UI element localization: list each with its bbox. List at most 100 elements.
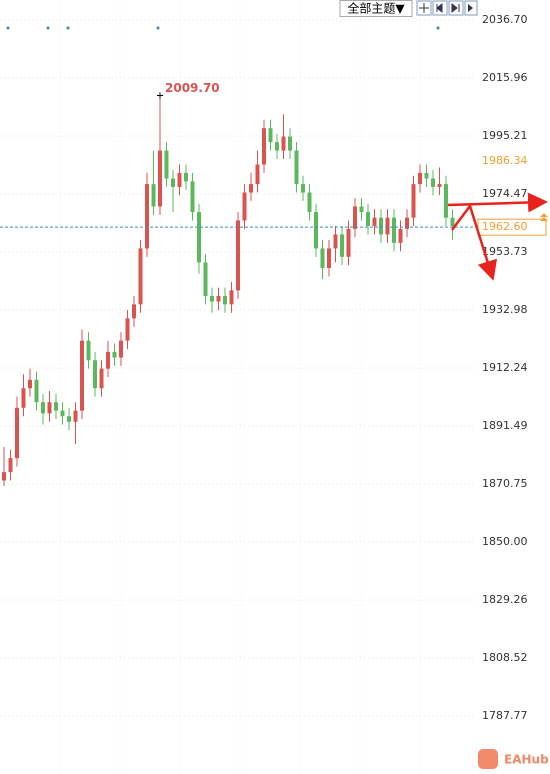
candle-body: [418, 172, 422, 185]
candle-body: [366, 212, 370, 227]
candle-body: [67, 416, 71, 422]
candle-body: [398, 228, 403, 243]
candle-body: [242, 192, 247, 221]
candle-body: [2, 472, 6, 481]
drawn-arrows: [447, 192, 548, 281]
candle-body: [73, 410, 78, 422]
candle-body: [216, 295, 221, 302]
candle-body: [125, 318, 130, 341]
candle-body: [411, 184, 416, 218]
icon-glyph: [451, 2, 460, 14]
candle-body: [184, 172, 188, 182]
y-tick-label: 1891.49: [482, 419, 528, 432]
candle-body: [236, 220, 240, 291]
candle-body: [47, 402, 52, 414]
candle-body: [41, 402, 45, 414]
candle-body: [320, 248, 325, 269]
candle-body: [424, 172, 429, 179]
icon-glyph: [419, 3, 429, 13]
candle-body: [190, 181, 195, 213]
event-dots: [6, 26, 440, 30]
candle-body: [15, 407, 19, 459]
candle-body: [281, 136, 286, 151]
candle-body: [229, 290, 234, 305]
candle-body: [346, 228, 351, 257]
candle-body: [177, 172, 182, 187]
candle-body: [86, 340, 91, 361]
y-tick-label: 1995.21: [482, 129, 528, 142]
y-tick-label: 1829.26: [482, 593, 528, 606]
candle-body: [60, 410, 65, 417]
candle-body: [28, 379, 32, 389]
candle-body: [93, 360, 97, 389]
candle-body: [119, 340, 123, 358]
candle-body: [327, 248, 331, 269]
candle-body: [307, 192, 312, 213]
candle-body: [262, 128, 266, 165]
candle-body: [158, 150, 162, 207]
candle-body: [431, 178, 435, 187]
annotation-marker: [157, 92, 163, 99]
price-label: 1986.34: [482, 154, 528, 167]
candle-body: [359, 206, 364, 213]
price-box: [477, 218, 547, 236]
watermark-text: EAHub: [504, 753, 549, 767]
y-tick-label: 2036.70: [482, 13, 528, 26]
icon-glyph: [436, 2, 443, 14]
candle-body: [138, 248, 143, 305]
candle-body: [223, 295, 227, 305]
y-tick-label: 1974.47: [482, 187, 528, 200]
y-tick-label: 1932.98: [482, 303, 528, 316]
candle-body: [314, 212, 318, 249]
candle-body: [379, 217, 383, 235]
candle-body: [151, 184, 156, 207]
y-tick-label: 1787.77: [482, 709, 528, 722]
candle-body: [21, 388, 26, 408]
candle-body: [99, 368, 104, 389]
candle-body: [8, 458, 13, 473]
candle-body: [405, 217, 409, 229]
candle-body: [80, 340, 84, 411]
candle-body: [275, 142, 279, 151]
candle-body: [164, 150, 169, 179]
candle-body: [197, 212, 201, 263]
candle-body: [437, 184, 442, 187]
annotation-label: 2009.70: [165, 81, 220, 95]
price-label: 1962.60: [482, 220, 528, 233]
candle-body: [392, 217, 396, 243]
candle-body: [132, 304, 136, 319]
y-tick-label: 1870.75: [482, 477, 528, 490]
candle-body: [145, 184, 149, 249]
icon-glyph: [468, 4, 473, 12]
candle-body: [203, 262, 208, 296]
candle-body: [106, 351, 110, 369]
theme-button[interactable]: [339, 0, 413, 17]
candle-body: [249, 184, 253, 193]
y-tick-label: 1808.52: [482, 651, 528, 664]
y-tick-label: 2015.96: [482, 71, 528, 84]
candle-body: [268, 128, 273, 143]
candle-body: [385, 217, 390, 235]
candle-body: [294, 150, 299, 185]
candle-body: [450, 217, 455, 227]
candle-body: [34, 379, 39, 403]
vertical-grid: [59, 0, 421, 774]
y-tick-label: 1912.24: [482, 361, 528, 374]
candle-body: [372, 217, 377, 227]
watermark: EAHub: [478, 749, 549, 769]
candle-body: [112, 351, 117, 358]
candle-body: [340, 234, 344, 257]
candle-body: [333, 234, 338, 249]
y-tick-label: 1953.73: [482, 245, 528, 258]
price-pointer: [540, 213, 548, 222]
candle-body: [210, 295, 214, 302]
candle-body: [288, 136, 292, 151]
candle-body: [255, 164, 260, 185]
candle-body: [171, 178, 175, 187]
toolbar: 全部主题▼: [339, 0, 478, 17]
candle-body: [353, 206, 357, 229]
candle-body: [301, 184, 305, 193]
candle-body: [54, 402, 58, 411]
theme-button-label[interactable]: 全部主题▼: [347, 1, 405, 16]
